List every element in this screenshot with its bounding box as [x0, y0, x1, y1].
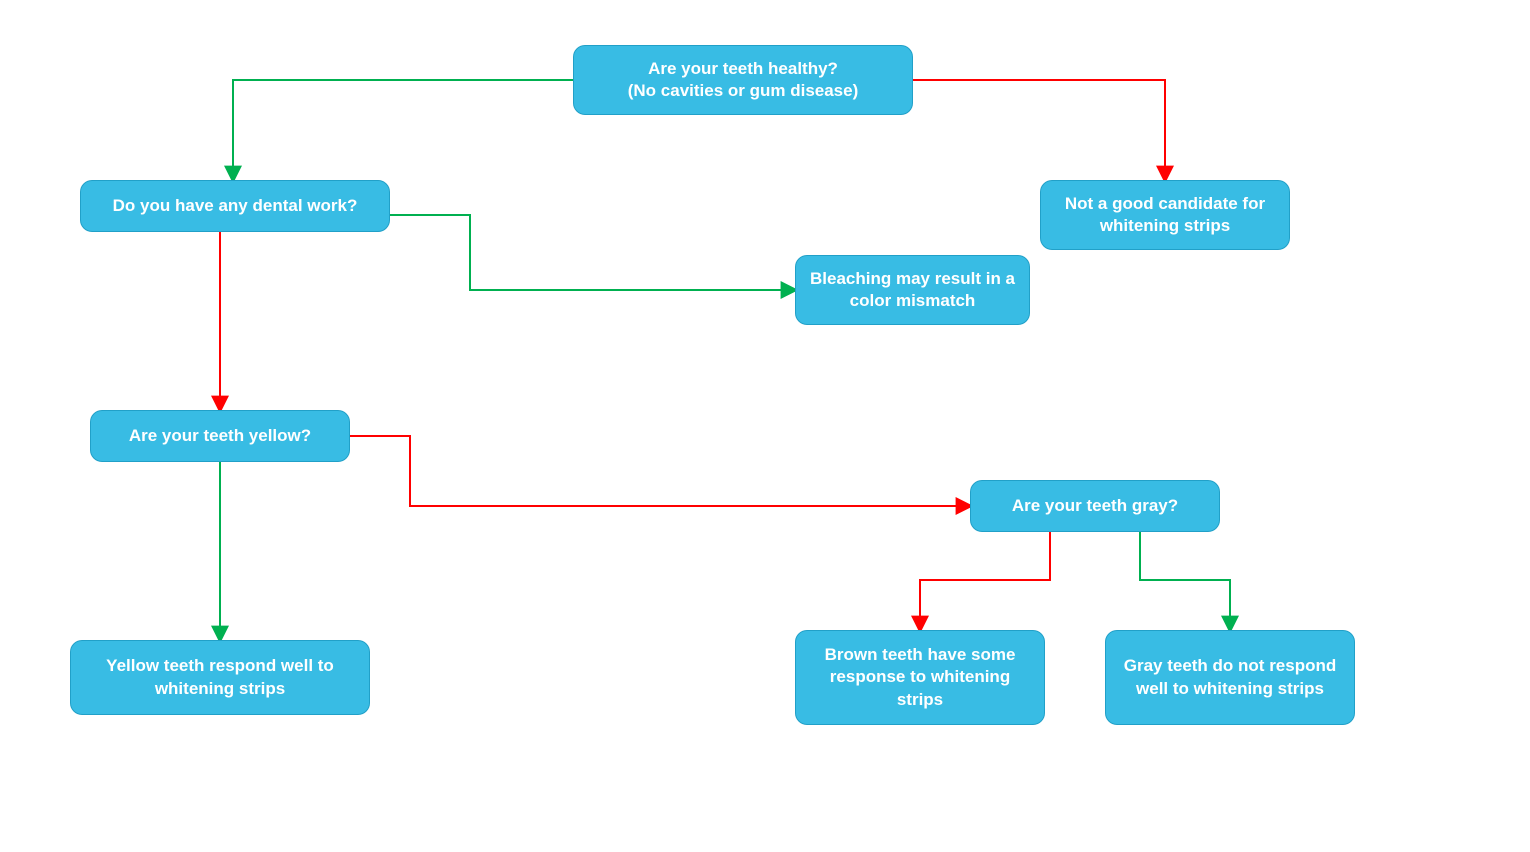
node-label: Bleaching may result in a color mismatch [810, 268, 1015, 312]
node-label: Not a good candidate for whitening strip… [1055, 193, 1275, 237]
node-mismatch: Bleaching may result in a color mismatch [795, 255, 1030, 325]
edge-healthy-dental [233, 80, 573, 180]
node-label: Are your teeth gray? [1012, 495, 1178, 517]
edge-dental-mismatch [390, 215, 795, 290]
edge-grayq-brownr [920, 532, 1050, 630]
node-label: Brown teeth have some response to whiten… [810, 644, 1030, 710]
node-yellowr: Yellow teeth respond well to whitening s… [70, 640, 370, 715]
edge-yellowq-grayq [350, 436, 970, 506]
node-dental: Do you have any dental work? [80, 180, 390, 232]
node-label: Do you have any dental work? [113, 195, 358, 217]
node-label: Are your teeth healthy? (No cavities or … [628, 58, 859, 102]
node-grayq: Are your teeth gray? [970, 480, 1220, 532]
node-notgood: Not a good candidate for whitening strip… [1040, 180, 1290, 250]
node-label: Are your teeth yellow? [129, 425, 311, 447]
node-label: Yellow teeth respond well to whitening s… [85, 655, 355, 699]
node-yellowq: Are your teeth yellow? [90, 410, 350, 462]
node-label: Gray teeth do not respond well to whiten… [1120, 655, 1340, 699]
edge-healthy-notgood [913, 80, 1165, 180]
node-brownr: Brown teeth have some response to whiten… [795, 630, 1045, 725]
flowchart-canvas: Are your teeth healthy? (No cavities or … [0, 0, 1530, 852]
node-grayr: Gray teeth do not respond well to whiten… [1105, 630, 1355, 725]
node-healthy: Are your teeth healthy? (No cavities or … [573, 45, 913, 115]
edge-grayq-grayr [1140, 532, 1230, 630]
